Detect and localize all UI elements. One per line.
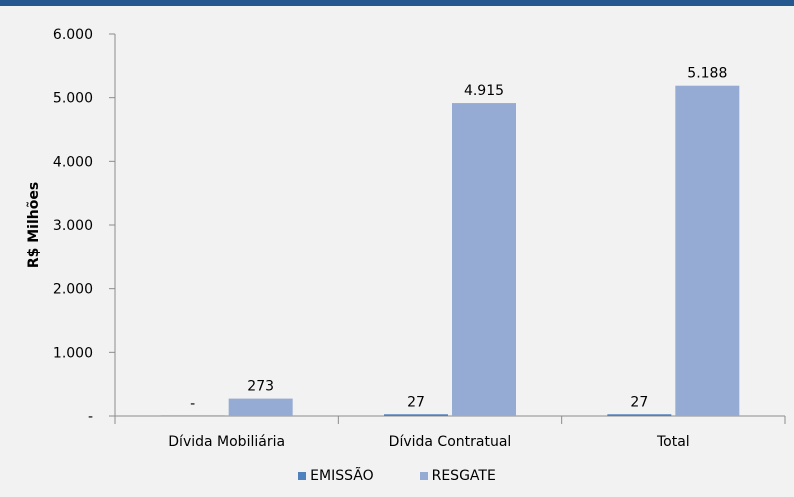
data-label: 5.188 (687, 66, 727, 82)
legend-swatch-resgate (419, 472, 428, 480)
y-tick-label: - (88, 409, 93, 425)
plot-area: - 1.000 2.000 3.000 4.000 5.000 6.000 R$ Milhõe… (0, 6, 794, 497)
top-accent-bar (0, 0, 794, 6)
data-label: 27 (407, 394, 425, 410)
data-label: 4.915 (464, 83, 504, 99)
y-tick-label: 1.000 (53, 345, 93, 361)
data-label: - (190, 396, 195, 412)
legend-label-emissao: EMISSÃO (310, 468, 374, 484)
legend-item-resgate: RESGATE (419, 464, 496, 488)
legend: EMISSÃO RESGATE (0, 464, 794, 488)
y-tick-label: 4.000 (53, 154, 93, 170)
legend-item-emissao: EMISSÃO (298, 464, 374, 488)
legend-label-resgate: RESGATE (431, 468, 496, 484)
bar (384, 414, 448, 416)
data-label: 27 (630, 394, 648, 410)
bar (607, 414, 672, 416)
data-label: 273 (247, 379, 274, 395)
bar-chart: - 1.000 2.000 3.000 4.000 5.000 6.000 R$ Milhõe… (26, 27, 786, 450)
bar (452, 103, 516, 416)
y-tick-label: 6.000 (53, 27, 93, 43)
x-tick-label: Dívida Mobiliária (168, 434, 285, 450)
bar (228, 398, 293, 416)
y-tick-label: 2.000 (53, 282, 93, 298)
y-tick-label: 3.000 (53, 218, 93, 234)
x-tick-label: Dívida Contratual (389, 434, 512, 450)
y-tick-label: 5.000 (53, 91, 93, 107)
y-axis-title: R$ Milhões (26, 182, 42, 268)
legend-swatch-emissao (298, 472, 307, 480)
bar (160, 415, 225, 416)
x-tick-label: Total (656, 434, 690, 450)
bar (675, 85, 740, 417)
